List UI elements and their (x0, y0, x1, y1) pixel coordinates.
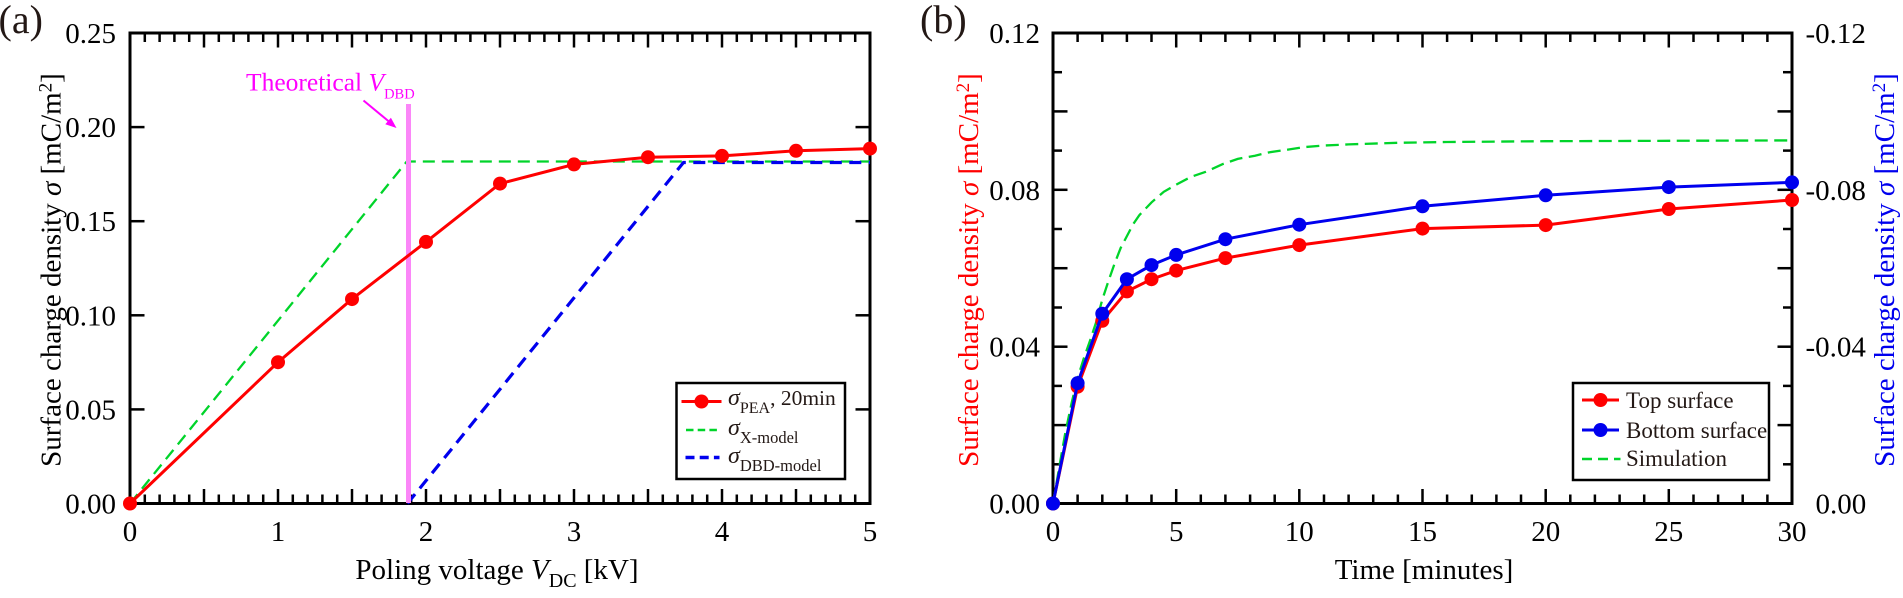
svg-text:30: 30 (1778, 516, 1807, 548)
svg-text:0.04: 0.04 (989, 332, 1040, 364)
svg-text:25: 25 (1654, 516, 1683, 548)
svg-text:0: 0 (123, 516, 138, 548)
svg-text:0.00: 0.00 (1816, 489, 1867, 521)
svg-text:Surface charge density σ [mC/m: Surface charge density σ [mC/m2] (953, 73, 985, 467)
svg-text:15: 15 (1408, 516, 1437, 548)
svg-text:0.12: 0.12 (989, 18, 1040, 50)
svg-text:5: 5 (863, 516, 878, 548)
svg-text:Poling voltage VDC [kV]: Poling voltage VDC [kV] (355, 554, 638, 592)
svg-text:-0.08: -0.08 (1806, 175, 1866, 207)
svg-text:0.00: 0.00 (65, 489, 116, 521)
svg-text:Time [minutes]: Time [minutes] (1335, 554, 1514, 586)
svg-text:0.20: 0.20 (65, 112, 116, 144)
svg-text:0.15: 0.15 (65, 206, 116, 238)
svg-text:Simulation: Simulation (1626, 446, 1727, 471)
svg-text:0.08: 0.08 (989, 175, 1040, 207)
svg-text:-0.12: -0.12 (1806, 18, 1866, 50)
svg-text:-0.04: -0.04 (1806, 332, 1867, 364)
svg-text:Surface charge density σ [mC/m: Surface charge density σ [mC/m2] (36, 73, 68, 467)
svg-text:5: 5 (1169, 516, 1184, 548)
svg-text:0.10: 0.10 (65, 300, 116, 332)
svg-text:0: 0 (1046, 516, 1061, 548)
svg-text:2: 2 (419, 516, 434, 548)
svg-text:3: 3 (567, 516, 582, 548)
svg-text:0.25: 0.25 (65, 18, 116, 50)
svg-text:0.00: 0.00 (989, 489, 1040, 521)
svg-text:Theoretical VDBD: Theoretical VDBD (246, 68, 415, 103)
svg-text:0.05: 0.05 (65, 394, 116, 426)
svg-text:Surface charge density σ [mC/m: Surface charge density σ [mC/m2] (1869, 73, 1901, 467)
svg-text:10: 10 (1285, 516, 1314, 548)
svg-text:1: 1 (271, 516, 286, 548)
svg-text:(a): (a) (0, 0, 43, 42)
svg-text:Top surface: Top surface (1626, 388, 1734, 413)
svg-text:(b): (b) (920, 0, 967, 42)
svg-text:Bottom surface: Bottom surface (1626, 418, 1767, 443)
svg-text:20: 20 (1531, 516, 1560, 548)
svg-text:4: 4 (715, 516, 730, 548)
